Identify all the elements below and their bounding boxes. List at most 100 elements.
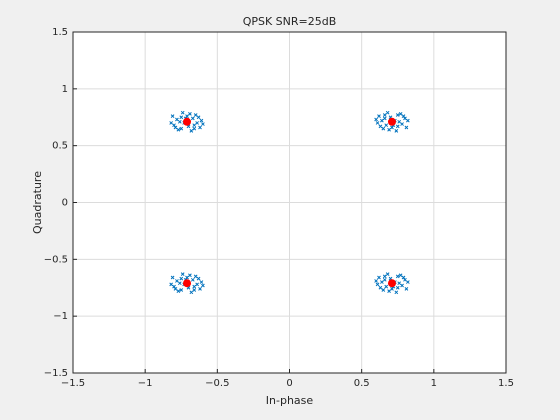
received-point [177,119,182,124]
received-point [179,126,184,131]
received-point [179,276,184,281]
received-point [176,127,181,132]
y-axis-label: Quadrature [31,171,44,234]
x-tick-label: 1.5 [498,378,514,389]
received-point [403,116,407,121]
received-point [169,282,174,287]
received-point [193,274,198,279]
received-point [201,283,205,288]
received-point [198,125,202,130]
received-point [185,114,189,118]
y-tick-label: 0 [62,198,68,209]
x-tick-label: 0.5 [354,378,370,389]
received-point [175,279,179,283]
received-point [377,275,381,280]
received-point [190,116,195,121]
received-point [189,129,194,133]
received-point [195,282,199,287]
received-point [374,117,378,122]
received-point [375,121,380,125]
received-point [382,113,387,117]
received-point [180,272,185,276]
received-point [385,272,390,276]
received-point [401,114,406,118]
received-point [405,280,410,284]
received-point [173,287,178,291]
x-tick-label: −0.5 [205,378,229,389]
received-point [385,110,390,115]
received-point [400,283,404,288]
received-point [169,121,174,125]
received-point [199,280,204,284]
y-tick-label: 1 [62,84,68,95]
received-point [384,123,389,128]
received-point [395,274,400,279]
received-point [395,124,400,129]
received-point [198,287,202,291]
received-point [378,285,383,290]
received-point [400,122,404,126]
received-point [394,290,399,295]
received-point [375,282,380,287]
received-point [380,118,384,123]
axes-box [72,31,507,374]
received-point [404,287,409,291]
received-point [189,290,194,295]
received-point [201,122,205,126]
received-point [175,117,179,122]
y-tick-label: 0.5 [52,141,68,152]
received-point [405,118,410,123]
x-tick-label: 1 [431,378,437,389]
x-tick-label: 0 [286,378,292,389]
received-point [384,284,389,289]
chart-title: QPSK SNR=25dB [243,15,337,28]
received-point [173,125,178,130]
received-point [172,123,176,128]
received-point [188,273,192,278]
y-tick-label: −1 [53,311,68,322]
received-point [404,125,409,130]
ideal-point [387,279,396,288]
received-point [390,287,394,291]
received-point [190,277,195,282]
received-point [381,288,386,292]
received-point [179,288,184,292]
received-point [394,129,399,133]
received-point [177,281,182,286]
received-point [192,284,197,289]
y-tick-label: −1.5 [44,368,68,379]
x-tick-label: −1 [138,378,153,389]
received-point [172,284,176,289]
received-point [193,113,198,117]
received-point [192,126,197,131]
received-point [377,114,381,118]
received-point [398,111,403,116]
received-point [395,113,400,117]
received-point [397,119,402,124]
received-point [382,277,387,282]
received-point [170,275,175,280]
received-point [185,275,189,280]
received-point [395,285,400,290]
received-point [390,125,394,130]
ideal-point [183,117,192,126]
received-point [179,115,184,120]
y-tick-label: −0.5 [44,254,68,265]
received-point [180,110,185,115]
received-point [188,111,192,116]
received-point [382,274,387,279]
ideal-point [183,279,192,288]
received-point [398,273,403,278]
received-point [381,126,386,131]
received-point [401,275,406,280]
received-point [374,279,378,283]
y-tick-label: 1.5 [52,27,68,38]
received-point [403,277,407,282]
received-point [170,114,175,118]
received-point [195,121,199,125]
received-point [380,280,384,284]
received-point [397,281,402,286]
ideal-point [387,117,396,126]
received-point [387,289,391,294]
